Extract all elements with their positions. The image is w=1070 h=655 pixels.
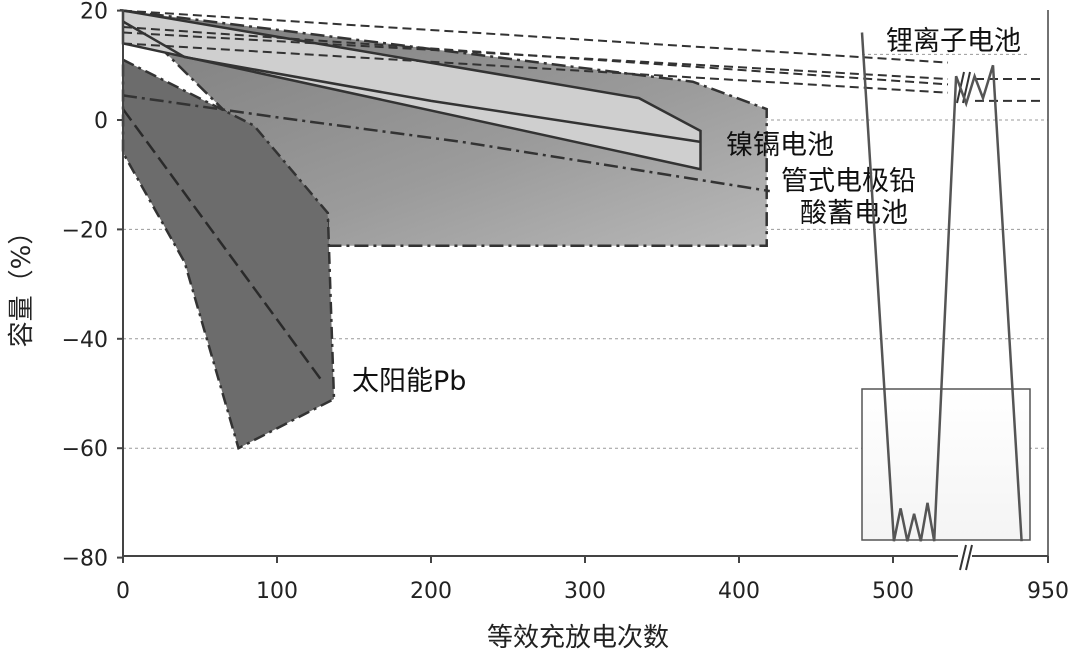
y-tick-label: 0: [94, 109, 108, 134]
inset-cycle-line: [860, 32, 1023, 542]
x-tick-label: 0: [116, 579, 130, 604]
label-nicd: 镍镉电池: [726, 130, 834, 161]
y-tick-label: −60: [62, 437, 108, 462]
label-tubular-line2: 酸蓄电池: [800, 198, 908, 229]
inset-frame: [861, 388, 1031, 541]
y-ticks: 20 0 −20 −40 −60 −80: [62, 0, 123, 572]
li-ion-line: [122, 26, 949, 86]
x-tick-label: 300: [564, 579, 606, 604]
y-tick-label: −20: [62, 218, 108, 243]
x-tick-label: 950: [1027, 579, 1069, 604]
li-ion-lines: [122, 9, 1040, 102]
solar-pb-area: [121, 57, 336, 451]
inset-panel: [860, 32, 1031, 542]
nicd-curve: [122, 20, 701, 144]
x-axis-label: 等效充放电次数: [487, 623, 669, 653]
axis-break-symbol: [958, 544, 973, 571]
x-tick-label: 100: [256, 579, 298, 604]
solar-pb-region: [121, 57, 336, 451]
y-tick-label: −80: [62, 547, 108, 572]
label-solar-pb: 太阳能Pb: [352, 366, 466, 397]
label-li-ion: 锂离子电池: [886, 26, 1021, 57]
x-tick-label: 200: [410, 579, 452, 604]
solar-pb-median-line: [121, 108, 325, 384]
x-ticks: 0 100 200 300 400 500 950: [116, 556, 1069, 604]
y-tick-label: 20: [80, 0, 108, 25]
x-tick-label: 500: [872, 579, 914, 604]
li-ion-line: [122, 42, 949, 94]
li-ion-line: [122, 9, 949, 64]
y-tick-label: −40: [62, 328, 108, 353]
y-axis-label: 容量（%）: [7, 219, 37, 348]
label-tubular-line1: 管式电极铅: [781, 166, 916, 197]
tubular-lead-acid-median-line: [122, 94, 770, 193]
x-tick-label: 400: [718, 579, 760, 604]
